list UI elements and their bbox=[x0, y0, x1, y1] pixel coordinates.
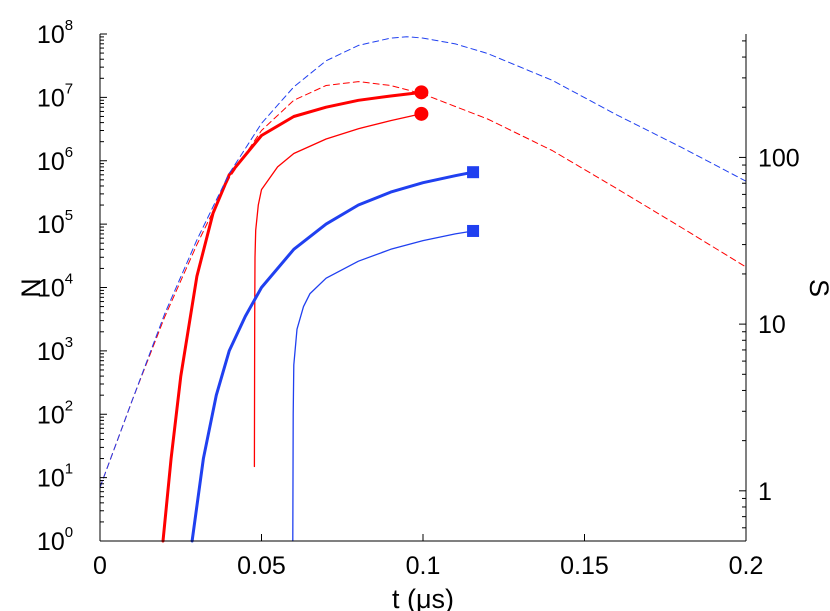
y-left-tick-exponent: 7 bbox=[65, 80, 73, 97]
y-right-tick-label: 10 bbox=[758, 311, 786, 339]
y-left-tick-exponent: 0 bbox=[65, 524, 73, 541]
series-layer bbox=[99, 36, 747, 543]
x-tick-label: 0.15 bbox=[560, 552, 609, 580]
tick-layer: 0 0.05 0.1 0.15 0.21001011021031041051061071… bbox=[37, 17, 800, 580]
y-left-tick-label: 101 bbox=[37, 461, 73, 493]
y-right-tick-label: 1 bbox=[758, 478, 772, 506]
series-line-6 bbox=[99, 36, 747, 488]
y-left-tick-base: 10 bbox=[37, 401, 65, 429]
y-left-tick-label: 100 bbox=[37, 524, 73, 556]
y-left-tick-label: 108 bbox=[37, 17, 73, 49]
y-left-tick-exponent: 3 bbox=[65, 334, 73, 351]
y-left-tick-base: 10 bbox=[37, 148, 65, 176]
series-2-end-marker bbox=[414, 106, 429, 121]
series-line-4 bbox=[292, 230, 474, 542]
y-left-tick-exponent: 1 bbox=[65, 461, 73, 478]
y-left-tick-exponent: 2 bbox=[65, 397, 73, 414]
x-tick-label: 0 bbox=[93, 552, 107, 580]
x-tick-label: 0.2 bbox=[729, 552, 764, 580]
series-line-3 bbox=[190, 170, 475, 543]
series-4-end-marker bbox=[467, 224, 480, 237]
y-axis-left-label: N bbox=[16, 278, 46, 298]
y-left-tick-base: 10 bbox=[37, 465, 65, 493]
y-left-tick-label: 103 bbox=[37, 334, 73, 366]
y-left-tick-base: 10 bbox=[37, 528, 65, 556]
y-left-tick-exponent: 6 bbox=[65, 144, 73, 161]
x-tick-label: 0.05 bbox=[237, 552, 286, 580]
x-tick-label: 0.1 bbox=[406, 552, 441, 580]
y-left-tick-base: 10 bbox=[37, 211, 65, 239]
y-left-tick-base: 10 bbox=[37, 21, 65, 49]
y-left-tick-label: 107 bbox=[37, 80, 73, 112]
y-right-tick-label: 100 bbox=[758, 144, 800, 172]
y-axis-right-label: S bbox=[804, 279, 830, 297]
y-left-tick-base: 10 bbox=[37, 275, 65, 303]
y-left-tick-label: 106 bbox=[37, 144, 73, 176]
y-left-tick-exponent: 4 bbox=[65, 271, 73, 288]
y-left-tick-base: 10 bbox=[37, 84, 65, 112]
marker-layer bbox=[414, 85, 480, 237]
series-line-2 bbox=[253, 113, 423, 468]
series-1-end-marker bbox=[414, 85, 429, 100]
y-left-tick-label: 105 bbox=[37, 207, 73, 239]
y-left-tick-exponent: 8 bbox=[65, 17, 73, 34]
x-axis-label: t (μs) bbox=[392, 584, 454, 611]
y-left-tick-label: 102 bbox=[37, 397, 73, 429]
series-line-5 bbox=[99, 81, 747, 488]
y-left-tick-base: 10 bbox=[37, 338, 65, 366]
y-left-tick-exponent: 5 bbox=[65, 207, 73, 224]
y-left-tick-label: 104 bbox=[37, 271, 73, 303]
series-3-end-marker bbox=[467, 166, 480, 179]
